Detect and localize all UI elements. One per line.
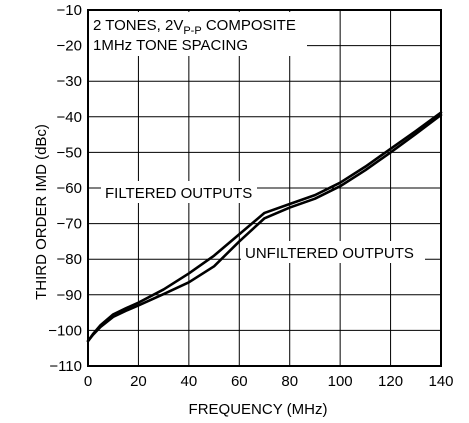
y-tick-label: −40 <box>57 109 82 126</box>
y-tick-label: −80 <box>57 251 82 268</box>
series-layer <box>86 111 443 343</box>
y-tick-label: −50 <box>57 144 82 161</box>
x-tick-label: 20 <box>130 373 147 390</box>
test-conditions-prefix: 2 TONES, 2V <box>93 17 183 34</box>
y-tick-label: −20 <box>57 38 82 55</box>
x-tick-label: 80 <box>281 373 298 390</box>
filtered-label-background <box>101 181 257 203</box>
y-tick-label: −10 <box>57 2 82 19</box>
y-axis-title: THIRD ORDER IMD (dBc) <box>33 124 50 300</box>
conditions-label-background <box>89 12 307 56</box>
test-conditions-suffix: COMPOSITE <box>202 17 296 34</box>
annotation-mask-layer <box>89 12 425 263</box>
x-tick-label: 120 <box>378 373 403 390</box>
y-tick-label: −30 <box>57 73 82 90</box>
test-conditions-line-2: 1MHz TONE SPACING <box>93 37 248 54</box>
series-line-filtered <box>86 111 443 343</box>
x-axis-title: FREQUENCY (MHz) <box>189 401 328 418</box>
x-tick-labels: 0 20 40 60 80 100 120 140 <box>84 373 454 390</box>
x-tick-label: 0 <box>84 373 92 390</box>
x-tick-label: 40 <box>181 373 198 390</box>
y-tick-label: −110 <box>49 358 82 375</box>
y-tick-label: −100 <box>48 322 82 339</box>
y-tick-label: −90 <box>57 287 82 304</box>
test-conditions-line-1: 2 TONES, 2VP-P COMPOSITE <box>93 17 296 37</box>
x-tick-label: 140 <box>428 373 453 390</box>
series-line-unfiltered <box>86 113 443 343</box>
unfiltered-outputs-label: UNFILTERED OUTPUTS <box>245 245 414 262</box>
test-conditions-subscript: P-P <box>183 25 201 37</box>
x-tick-label: 60 <box>231 373 248 390</box>
unfiltered-label-background <box>241 241 425 263</box>
y-tick-label: −70 <box>57 216 82 233</box>
y-tick-labels: −10 −20 −30 −40 −50 −60 −70 −80 −90 −100 −110 <box>48 2 82 375</box>
filtered-outputs-label: FILTERED OUTPUTS <box>105 185 252 202</box>
plot-frame <box>87 9 442 367</box>
x-tick-label: 100 <box>328 373 353 390</box>
y-tick-label: −60 <box>57 180 82 197</box>
